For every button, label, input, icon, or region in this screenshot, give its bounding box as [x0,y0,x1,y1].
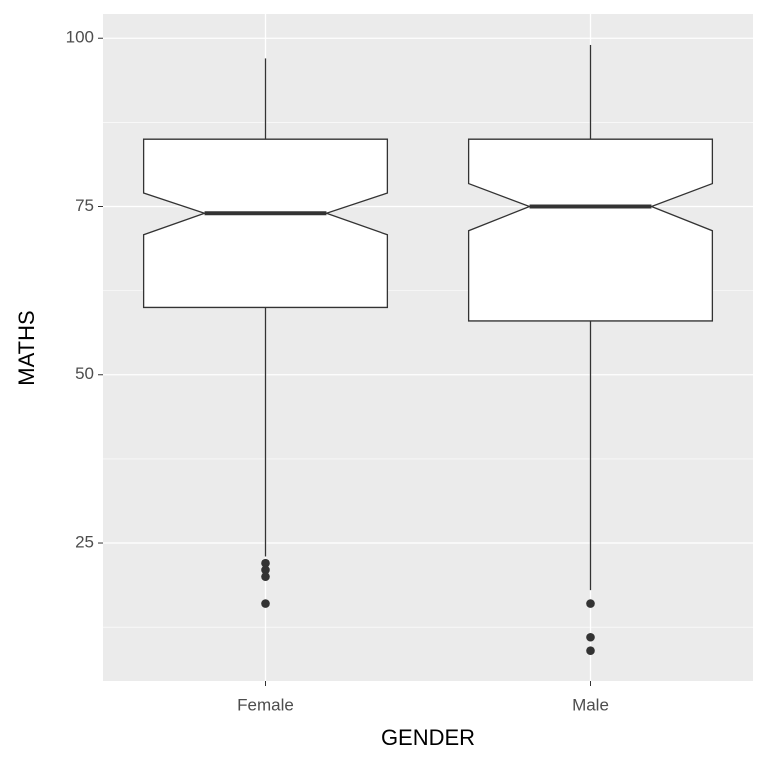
panel [103,14,753,681]
y-tick-label: 25 [75,533,94,552]
outlier [261,599,270,608]
outlier [261,558,270,568]
outlier [586,646,595,656]
y-tick-label: 75 [75,196,94,215]
outlier [586,599,595,608]
y-tick-label: 50 [75,364,94,383]
outlier [261,572,270,581]
x-axis-title: GENDER [381,725,475,750]
box [467,138,714,322]
outlier [261,565,270,575]
outlier [586,632,595,642]
y-axis-title: MATHS [14,310,39,385]
x-tick-label: Female [237,695,294,714]
x-tick-label: Male [572,695,609,714]
y-tick-label: 100 [66,28,94,47]
box [142,138,389,309]
